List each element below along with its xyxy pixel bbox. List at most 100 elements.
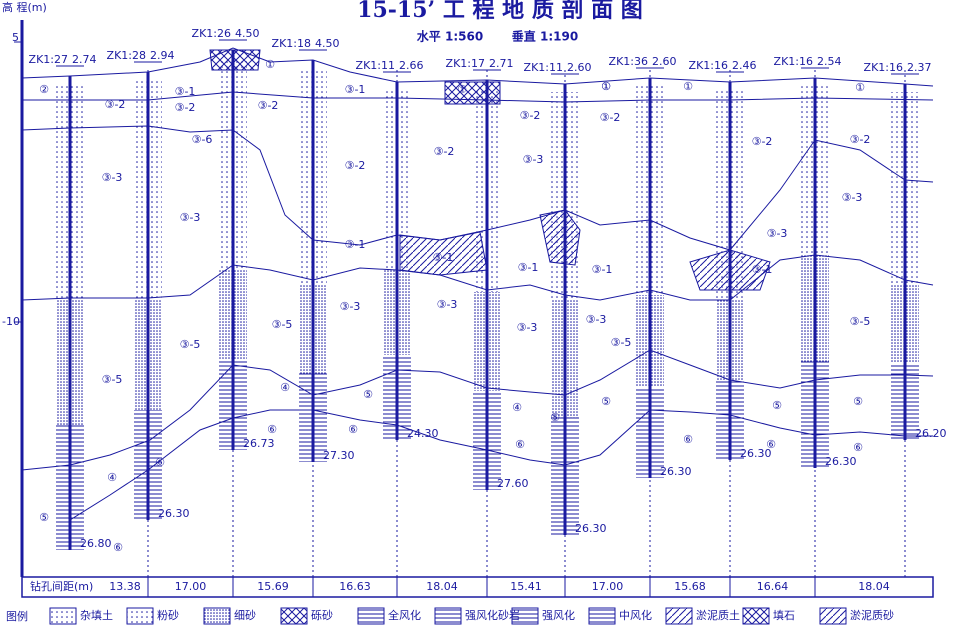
legend-swatch [588,607,616,625]
legend-label: 细砂 [234,609,256,622]
layer-label: ⑥ [683,433,693,446]
borehole-bottom: 26.73 [243,437,275,450]
legend-swatch [511,607,539,625]
borehole-id: ZK1:17 [446,57,485,70]
spacing-value: 18.04 [858,580,890,593]
layer-label: ③-5 [180,338,201,351]
borehole-top: 2.54 [817,55,842,68]
tick-label: 5 [12,31,19,44]
borehole-top: 2.60 [567,61,592,74]
layer-label: ③-2 [600,111,621,124]
layer-label: ③-5 [102,373,123,386]
legend-title: 图例 [6,609,28,623]
legend-label: 中风化 [619,608,652,622]
borehole-id: ZK1:18 [272,37,311,50]
spacing-value: 15.69 [257,580,289,593]
borehole-bottom: 26.30 [825,455,857,468]
legend-swatch [819,607,847,625]
layer-label: ⑥ [155,456,165,469]
borehole-bottom: 27.30 [323,449,355,462]
layer-label: ⑥ [766,438,776,451]
spacing-value: 16.64 [757,580,789,593]
layer-label: ③-5 [611,336,632,349]
borehole-top: 2.60 [652,55,677,68]
layer-label: ③-1 [752,263,773,276]
borehole-bottom: 26.20 [915,427,947,440]
borehole-bottom: 27.60 [497,477,529,490]
spacing-value: 15.68 [674,580,706,593]
borehole-id: ZK1:36 [609,55,648,68]
layer-label: ⑥ [853,441,863,454]
scale-h: 水平 1:560 [417,29,483,44]
layer-label: ③-5 [850,315,871,328]
legend-swatch [126,607,154,625]
borehole-top: 2.71 [489,57,514,70]
borehole-top: 2.37 [907,61,932,74]
layer-label: ③-3 [102,171,123,184]
layer-label: ③-2 [345,159,366,172]
legend-label: 淤泥质土 [696,609,740,622]
layer-label: ③-2 [434,145,455,158]
borehole-id: ZK1:28 [107,49,146,62]
legend-label: 强风化砂岩 [465,608,520,622]
layer-label: ④ [107,471,117,484]
borehole-bottom: 26.30 [660,465,692,478]
borehole-top: 4.50 [235,27,260,40]
borehole-id: ZK1:16 [774,55,813,68]
layer-boundary [21,254,934,301]
layer-label: ① [683,80,693,93]
legend-label: 强风化 [542,608,575,622]
legend-label: 填石 [773,608,795,622]
layer-label: ③-5 [272,318,293,331]
borehole-id: ZK1:16 [689,59,728,72]
layer-label: ③-3 [767,227,788,240]
legend-swatch [280,607,308,625]
layer-label: ③-3 [437,298,458,311]
tick-label: -10 [2,315,20,328]
legend-swatch [742,607,770,625]
borehole-top: 2.46 [732,59,757,72]
layer-label: ⑤ [601,395,611,408]
layer-label: ② [39,83,49,96]
layer-label: ① [457,83,467,96]
borehole-bottom: 24.30 [407,427,439,440]
layer-label: ③-2 [105,98,126,111]
layer-label: ⑤ [853,395,863,408]
legend-swatch [357,607,385,625]
borehole-id: ZK1:11 [356,59,395,72]
layer-label: ⑥ [515,438,525,451]
borehole-id: ZK1:11 [524,61,563,74]
layer-label: ③-2 [175,101,196,114]
layer-label: ③-1 [175,85,196,98]
layer-label: ③-1 [518,261,539,274]
dynamic: ZK1:27 2.74 26.80 ZK1:28 2.94 26.30 ZK1:26 4.50… [29,27,947,625]
legend-swatch [49,607,77,625]
borehole-bottom: 26.30 [740,447,772,460]
scale-v: 垂直 1:190 [512,29,578,44]
layer-label: ③-6 [192,133,213,146]
spacing-row [21,576,934,598]
layer-label: ④ [512,401,522,414]
borehole-top: 4.50 [315,37,340,50]
layer-label: ③-1 [345,238,366,251]
layer-label: ③-2 [752,135,773,148]
legend-swatch [665,607,693,625]
spacing-value: 17.00 [592,580,624,593]
layer-label: ③-1 [592,263,613,276]
layer-label: ③-2 [258,99,279,112]
borehole-id: ZK1:26 [192,27,231,40]
legend-label: 全风化 [388,608,421,622]
layer-label: ③-2 [520,109,541,122]
spacing-value: 17.00 [175,580,207,593]
borehole-bottom: 26.30 [158,507,190,520]
layer-label: ⑥ [113,541,123,554]
axis-label: 高 程(m) [2,0,47,14]
legend-label: 淤泥质砂 [850,609,894,622]
borehole-id: ZK1:16 [864,61,903,74]
layer-label: ③-3 [340,300,361,313]
legend-label: 粉砂 [157,609,179,622]
layer-boundary [69,409,933,521]
legend-label: 砾砂 [311,609,333,622]
spacing-value: 16.63 [339,580,371,593]
title: 15-15’ 工 程 地 质 剖 面 图 [357,0,643,23]
